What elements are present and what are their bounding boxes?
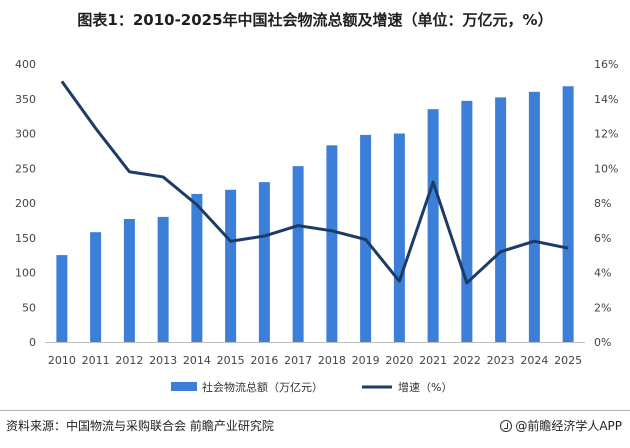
y-right-tick-label: 16% bbox=[594, 58, 618, 71]
legend-line-label: 增速（%） bbox=[398, 380, 452, 394]
x-tick-label: 2012 bbox=[115, 354, 143, 367]
y-left-tick-label: 150 bbox=[15, 232, 36, 245]
bar-2012 bbox=[123, 218, 135, 342]
y-axis-right: 0% 2% 4% 6% 8% 10% 12% 14% 16% bbox=[594, 58, 618, 349]
bar-2013 bbox=[157, 216, 169, 342]
y-right-tick-label: 12% bbox=[594, 128, 618, 141]
legend-bar-swatch bbox=[171, 382, 197, 391]
y-right-tick-label: 6% bbox=[594, 232, 611, 245]
x-tick-label: 2014 bbox=[183, 354, 211, 367]
y-right-tick-label: 2% bbox=[594, 301, 611, 314]
x-tick-label: 2011 bbox=[82, 354, 110, 367]
x-tick-label: 2018 bbox=[318, 354, 346, 367]
y-left-tick-label: 250 bbox=[15, 162, 36, 175]
y-left-tick-label: 200 bbox=[15, 197, 36, 210]
legend-bar-label: 社会物流总额（万亿元） bbox=[202, 380, 323, 394]
bar-2018 bbox=[326, 145, 338, 342]
brand-label: @前瞻经济学人APP bbox=[500, 417, 622, 434]
x-tick-label: 2015 bbox=[217, 354, 245, 367]
brand-text: @前瞻经济学人APP bbox=[515, 419, 622, 433]
bar-2015 bbox=[225, 189, 237, 342]
bar-2010 bbox=[56, 255, 68, 342]
y-left-tick-label: 0 bbox=[29, 336, 36, 349]
x-tick-label: 2022 bbox=[453, 354, 481, 367]
y-right-tick-label: 10% bbox=[594, 162, 618, 175]
y-right-tick-label: 4% bbox=[594, 267, 611, 280]
legend: 社会物流总额（万亿元） 增速（%） bbox=[171, 380, 452, 394]
y-right-tick-label: 14% bbox=[594, 93, 618, 106]
x-tick-label: 2013 bbox=[149, 354, 177, 367]
bar-2014 bbox=[191, 193, 203, 342]
y-right-tick-label: 8% bbox=[594, 197, 611, 210]
y-axis-left: 0 50 100 150 200 250 300 350 400 bbox=[15, 58, 36, 349]
bar-2024 bbox=[528, 91, 540, 342]
y-left-tick-label: 400 bbox=[15, 58, 36, 71]
x-tick-label: 2025 bbox=[554, 354, 582, 367]
growth-rate-line bbox=[60, 80, 569, 285]
y-left-tick-label: 50 bbox=[22, 301, 36, 314]
x-tick-label: 2010 bbox=[48, 354, 76, 367]
y-left-tick-label: 350 bbox=[15, 93, 36, 106]
source-note: 资料来源：中国物流与采购联合会 前瞻产业研究院 bbox=[6, 419, 274, 433]
chart-area: 0 50 100 150 200 250 300 350 400 0% 2% 4% 6% 8% 10% 12… bbox=[15, 58, 618, 394]
bar-2025 bbox=[562, 86, 574, 343]
x-tick-label: 2016 bbox=[250, 354, 278, 367]
bar-series bbox=[56, 86, 574, 343]
bar-2021 bbox=[427, 109, 439, 342]
bar-2020 bbox=[393, 133, 405, 342]
bar-2016 bbox=[258, 182, 270, 342]
footer-divider bbox=[0, 410, 630, 411]
x-tick-label: 2023 bbox=[487, 354, 515, 367]
y-left-tick-label: 100 bbox=[15, 267, 36, 280]
bar-2022 bbox=[461, 100, 473, 343]
x-tick-label: 2020 bbox=[385, 354, 413, 367]
bar-2011 bbox=[90, 232, 102, 342]
x-tick-label: 2024 bbox=[520, 354, 548, 367]
x-tick-label: 2017 bbox=[284, 354, 312, 367]
brand-logo-icon bbox=[500, 419, 513, 432]
chart-title: 图表1：2010-2025年中国社会物流总额及增速（单位：万亿元，%） bbox=[77, 11, 553, 29]
x-tick-label: 2021 bbox=[419, 354, 447, 367]
bar-2023 bbox=[495, 97, 507, 342]
x-axis: 2010 2011 2012 2013 2014 2015 2016 2017 2018 2019… bbox=[48, 354, 582, 367]
x-tick-label: 2019 bbox=[352, 354, 380, 367]
y-right-tick-label: 0% bbox=[594, 336, 611, 349]
bar-2017 bbox=[292, 166, 304, 342]
y-left-tick-label: 300 bbox=[15, 128, 36, 141]
